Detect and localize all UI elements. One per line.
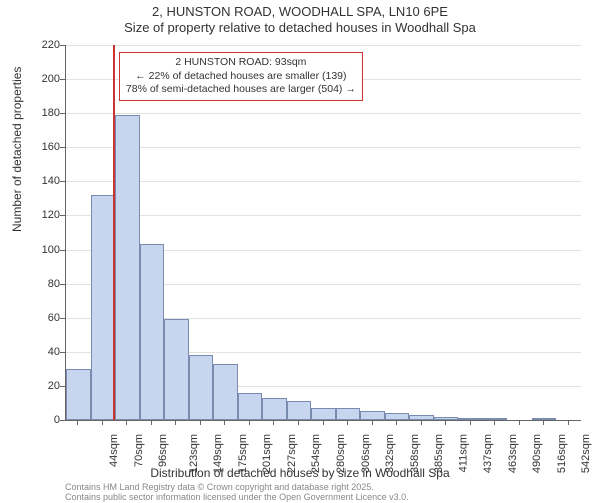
- y-tick-label: 0: [40, 414, 60, 426]
- x-tick-mark: [470, 420, 471, 425]
- y-tick-label: 40: [40, 346, 60, 358]
- x-tick-mark: [126, 420, 127, 425]
- chart-title-main: 2, HUNSTON ROAD, WOODHALL SPA, LN10 6PE: [0, 4, 600, 19]
- histogram-bar: [262, 398, 287, 420]
- annotation-callout: 2 HUNSTON ROAD: 93sqm ← 22% of detached …: [119, 52, 363, 101]
- histogram-bar: [385, 413, 410, 420]
- x-tick-mark: [421, 420, 422, 425]
- x-tick-mark: [200, 420, 201, 425]
- x-tick-mark: [102, 420, 103, 425]
- x-tick-mark: [372, 420, 373, 425]
- histogram-bar: [164, 319, 189, 420]
- x-tick-mark: [77, 420, 78, 425]
- x-tick-mark: [347, 420, 348, 425]
- gridline: [66, 45, 581, 46]
- x-tick-mark: [568, 420, 569, 425]
- x-tick-mark: [519, 420, 520, 425]
- x-tick-mark: [494, 420, 495, 425]
- x-tick-mark: [175, 420, 176, 425]
- y-tick-label: 20: [40, 380, 60, 392]
- chart-container: 2, HUNSTON ROAD, WOODHALL SPA, LN10 6PE …: [0, 0, 600, 500]
- x-tick-mark: [273, 420, 274, 425]
- annotation-line3: 78% of semi-detached houses are larger (…: [126, 83, 356, 97]
- footer-line2: Contains public sector information licen…: [65, 493, 409, 503]
- histogram-bar: [189, 355, 214, 420]
- histogram-bar: [66, 369, 91, 420]
- y-tick-label: 100: [40, 244, 60, 256]
- y-tick-label: 220: [40, 39, 60, 51]
- x-axis-label: Distribution of detached houses by size …: [0, 466, 600, 480]
- x-tick-label: 70sqm: [133, 434, 145, 467]
- histogram-bar: [311, 408, 336, 420]
- gridline: [66, 147, 581, 148]
- y-tick-label: 160: [40, 141, 60, 153]
- x-tick-mark: [323, 420, 324, 425]
- x-tick-label: 44sqm: [108, 434, 120, 467]
- gridline: [66, 215, 581, 216]
- property-marker-line: [113, 45, 115, 420]
- x-tick-mark: [298, 420, 299, 425]
- histogram-bar: [115, 115, 140, 420]
- annotation-line2: ← 22% of detached houses are smaller (13…: [126, 70, 356, 84]
- histogram-bar: [336, 408, 361, 420]
- gridline: [66, 113, 581, 114]
- y-tick-label: 80: [40, 278, 60, 290]
- y-tick-label: 120: [40, 209, 60, 221]
- y-tick-label: 140: [40, 175, 60, 187]
- y-axis-label: Number of detached properties: [10, 67, 24, 232]
- histogram-bar: [140, 244, 165, 420]
- x-tick-mark: [151, 420, 152, 425]
- gridline: [66, 181, 581, 182]
- x-tick-mark: [249, 420, 250, 425]
- x-tick-mark: [396, 420, 397, 425]
- y-tick-label: 200: [40, 73, 60, 85]
- annotation-line1: 2 HUNSTON ROAD: 93sqm: [126, 56, 356, 70]
- plot-area: [65, 45, 581, 421]
- x-tick-label: 96sqm: [157, 434, 169, 467]
- x-tick-mark: [445, 420, 446, 425]
- x-tick-mark: [224, 420, 225, 425]
- histogram-bar: [287, 401, 312, 420]
- y-tick-label: 180: [40, 107, 60, 119]
- histogram-bar: [91, 195, 116, 420]
- histogram-bar: [213, 364, 238, 420]
- y-tick-label: 60: [40, 312, 60, 324]
- histogram-bar: [238, 393, 263, 420]
- x-tick-mark: [543, 420, 544, 425]
- histogram-bar: [360, 411, 385, 420]
- chart-title-sub: Size of property relative to detached ho…: [0, 20, 600, 35]
